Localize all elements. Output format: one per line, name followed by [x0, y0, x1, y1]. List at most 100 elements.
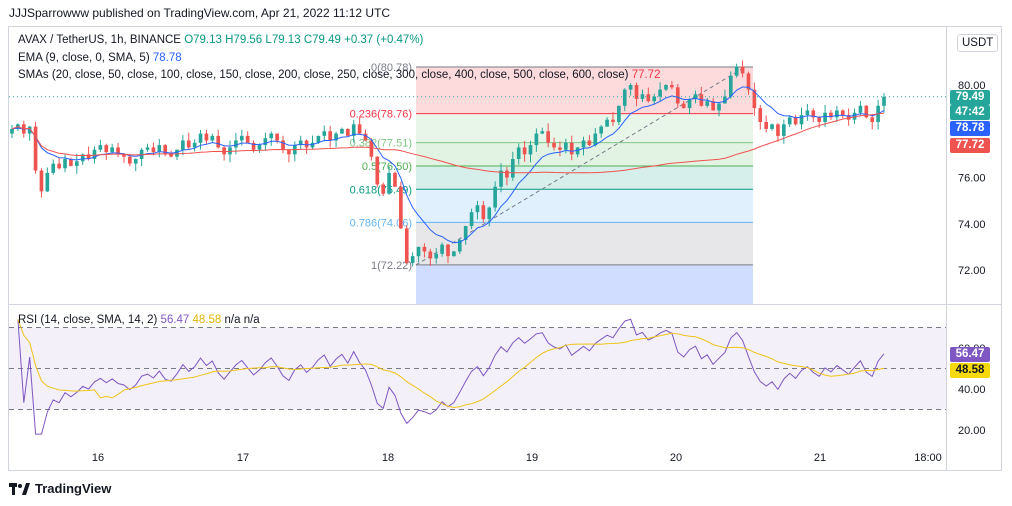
fib-zone [416, 222, 753, 265]
sma-legend[interactable]: SMAs (20, close, 50, close, 100, close, … [18, 69, 660, 81]
candle-body [546, 131, 550, 143]
candle-body [316, 135, 321, 143]
fib-zone [416, 165, 753, 190]
ema-legend[interactable]: EMA (9, close, 0, SMA, 5) 78.78 [18, 52, 182, 64]
candle-body [475, 205, 480, 213]
rsi-ma-line [17, 319, 885, 409]
candle-body [516, 147, 521, 159]
candle-body [823, 112, 827, 122]
candle-body [210, 135, 215, 141]
candle-body [181, 140, 185, 150]
rsi-line [17, 318, 885, 435]
candle-body [611, 119, 615, 122]
candle-body [469, 212, 474, 227]
fib-trend-line [415, 66, 746, 266]
candle-body [446, 244, 450, 257]
candle-body [269, 133, 274, 139]
candle-body [10, 128, 14, 134]
candle-body [452, 251, 456, 257]
candle-body [92, 149, 97, 159]
price-axis-separator [946, 26, 947, 471]
price-axis-tick: 80.00 [958, 80, 986, 92]
rsi-na-1: n/a [224, 314, 241, 326]
candle-body [304, 140, 309, 148]
candle-body [57, 163, 61, 169]
candle-body [658, 89, 662, 97]
fib-level-label: 0.5(76.50) [362, 161, 412, 173]
fib-level-label: 0.236(78.76) [350, 109, 412, 121]
rsi-legend[interactable]: RSI (14, close, SMA, 14, 2) 56.47 48.58 … [18, 314, 260, 326]
fib-level-label: 1(72.22) [371, 260, 412, 272]
candle-body [257, 145, 262, 150]
candle-body [835, 110, 839, 118]
candle-body [670, 85, 674, 88]
candle-body [817, 117, 822, 122]
rsi-axis-tick: 40.00 [958, 384, 986, 396]
symbol-legend[interactable]: AVAX / TetherUS, 1h, BINANCE O79.13 H79.… [18, 34, 423, 46]
candle-body [186, 140, 191, 148]
candle-body [687, 98, 692, 109]
chart-frame [8, 26, 1002, 471]
candle-body [463, 226, 468, 240]
candle-body [575, 147, 580, 155]
candle-body [646, 94, 651, 102]
ohlc-open: O79.13 [184, 34, 222, 46]
candle-body [734, 66, 739, 76]
candle-body [98, 145, 103, 150]
candle-body [27, 126, 32, 134]
candle-body [375, 156, 380, 185]
candle-body [69, 159, 73, 166]
candle-body [322, 131, 327, 136]
candle-body [882, 96, 886, 106]
rsi-na-2: n/a [243, 314, 260, 326]
candle-body [175, 149, 179, 157]
candle-body [334, 133, 338, 141]
currency-button[interactable]: USDT [957, 34, 999, 52]
candle-body [351, 124, 356, 136]
candle-body [128, 156, 132, 164]
sma-line [11, 112, 885, 174]
candle-body [622, 89, 627, 106]
candle-body [281, 140, 285, 150]
ema-line [11, 86, 885, 244]
publication-header: JJJSparrowww published on TradingView.co… [9, 6, 391, 20]
fib-zone [416, 113, 753, 143]
sma-label: SMAs (20, close, 50, close, 100, close, … [18, 69, 629, 81]
time-axis-tick: 19 [526, 452, 538, 464]
candle-body [481, 205, 486, 220]
tradingview-logo-icon [9, 482, 30, 495]
candle-body [104, 145, 109, 153]
candle-body [675, 87, 680, 104]
candle-body [416, 246, 421, 257]
candle-body [746, 73, 751, 90]
candle-body [758, 108, 763, 122]
rsi-ma-value: 48.58 [192, 314, 222, 326]
pane-separator[interactable] [8, 304, 1002, 305]
price-axis-tick: 72.00 [958, 265, 986, 277]
candle-body [39, 170, 44, 192]
fib-level-label: 0.382(77.51) [350, 138, 412, 150]
candle-body [540, 131, 545, 134]
candle-body [157, 145, 162, 153]
rsi-label: RSI (14, close, SMA, 14, 2) [18, 314, 158, 326]
tradingview-footer[interactable]: TradingView [9, 481, 111, 496]
candle-body [752, 89, 757, 109]
tradingview-logo-text: TradingView [35, 481, 112, 496]
time-axis-tick: 18 [382, 452, 394, 464]
candle-body [770, 124, 774, 129]
candle-body [846, 115, 851, 120]
candle-body [110, 147, 114, 153]
candle-body [499, 170, 503, 187]
candle-body [422, 246, 427, 252]
candle-body [387, 172, 391, 194]
candle-body [764, 122, 768, 129]
candle-body [457, 239, 462, 252]
fib-level-label: 0.618(75.49) [350, 184, 412, 196]
candle-body [640, 94, 645, 99]
candle-body [587, 140, 592, 146]
candle-body [605, 119, 609, 127]
candle-body [599, 126, 604, 134]
candle-body [204, 133, 209, 141]
candle-body [216, 135, 221, 148]
